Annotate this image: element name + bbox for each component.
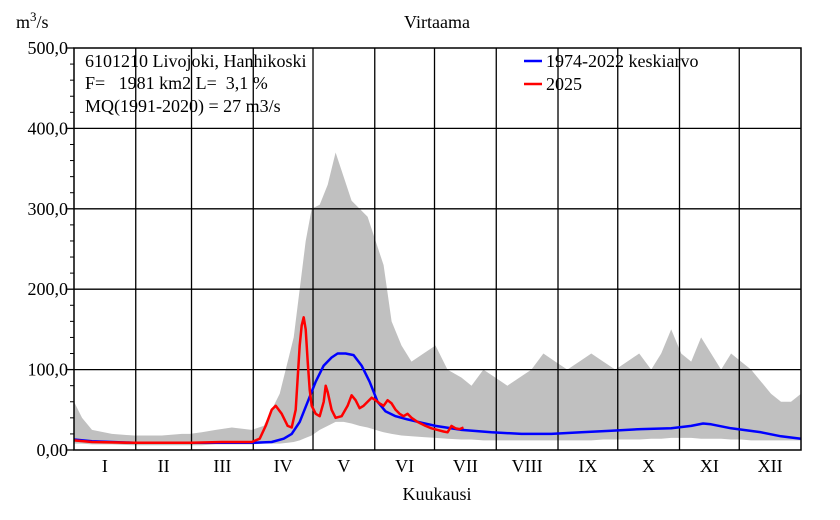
y-tick-label-5: 500,0 bbox=[28, 38, 69, 58]
series-line-2025 bbox=[73, 316, 464, 445]
range-band-layer bbox=[74, 152, 801, 446]
y-tick-label-1: 100,0 bbox=[28, 360, 69, 380]
y-axis-unit-rest: /s bbox=[37, 12, 49, 32]
range-band-area bbox=[74, 152, 801, 446]
info-station: 6101210 Livojoki, Hanhikoski bbox=[85, 51, 307, 71]
month-label-VI: VI bbox=[395, 456, 414, 476]
info-box: 6101210 Livojoki, Hanhikoski F= 1981 km2… bbox=[85, 51, 307, 117]
month-label-IV: IV bbox=[274, 456, 293, 476]
month-label-VII: VII bbox=[453, 456, 478, 476]
info-mq: MQ(1991-2020) = 27 m3/s bbox=[85, 96, 281, 117]
legend-label-mean: 1974-2022 keskiarvo bbox=[546, 51, 698, 71]
month-label-X: X bbox=[642, 456, 655, 476]
month-label-I: I bbox=[102, 456, 108, 476]
y-axis-unit-sup: 3 bbox=[30, 9, 37, 24]
plot-frame bbox=[73, 47, 802, 451]
series-layer bbox=[73, 316, 802, 445]
month-label-XI: XI bbox=[700, 456, 719, 476]
grid-layer bbox=[74, 48, 801, 450]
x-axis-label: Kuukausi bbox=[403, 484, 472, 504]
month-label-VIII: VIII bbox=[512, 456, 543, 476]
y-tick-layer: 0,00 100,0 200,0 300,0 400,0 500,0 bbox=[28, 38, 74, 460]
info-area: F= 1981 km2 L= 3,1 % bbox=[85, 73, 268, 93]
y-axis-unit: m3/s bbox=[16, 9, 49, 32]
y-tick-label-3: 300,0 bbox=[28, 199, 69, 219]
y-tick-label-4: 400,0 bbox=[28, 118, 69, 138]
month-label-III: III bbox=[213, 456, 231, 476]
y-axis-unit-base: m bbox=[16, 12, 30, 32]
y-tick-label-2: 200,0 bbox=[28, 279, 69, 299]
month-label-IX: IX bbox=[578, 456, 597, 476]
chart-title: Virtaama bbox=[404, 12, 470, 32]
legend: 1974-2022 keskiarvo 2025 bbox=[524, 51, 698, 94]
y-tick-label-0: 0,00 bbox=[37, 440, 69, 460]
month-label-II: II bbox=[158, 456, 170, 476]
month-label-layer: I II III IV V VI VII VIII IX X XI XII bbox=[102, 456, 783, 476]
legend-label-2025: 2025 bbox=[546, 74, 582, 94]
month-label-XII: XII bbox=[758, 456, 783, 476]
month-label-V: V bbox=[337, 456, 350, 476]
